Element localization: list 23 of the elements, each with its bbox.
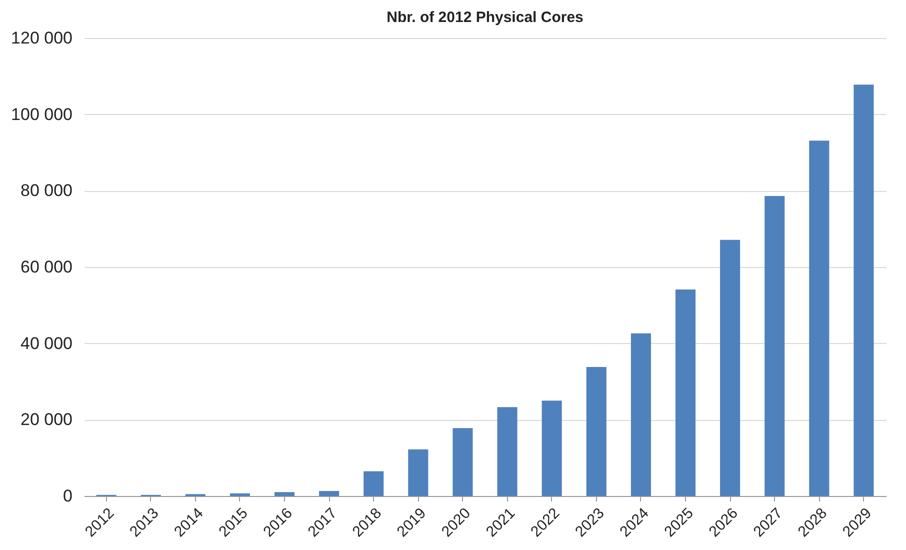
bar — [720, 240, 740, 496]
bar — [675, 290, 696, 496]
bar — [408, 449, 428, 496]
bar — [230, 493, 250, 496]
y-tick-label: 0 — [63, 486, 72, 506]
y-tick-label: 120 000 — [11, 28, 72, 48]
bar — [630, 333, 651, 496]
bar — [319, 491, 340, 496]
bar — [274, 492, 295, 496]
bar — [452, 428, 473, 496]
bar — [364, 471, 384, 496]
bar — [809, 140, 830, 496]
bar — [586, 366, 606, 496]
bar — [854, 84, 874, 496]
bar — [497, 407, 518, 496]
y-tick-label: 80 000 — [20, 181, 72, 200]
bar — [542, 400, 562, 496]
y-tick-label: 100 000 — [11, 104, 72, 124]
y-tick-label: 40 000 — [20, 334, 72, 353]
bar — [764, 196, 785, 496]
y-tick-label: 60 000 — [20, 258, 72, 276]
y-tick-label: 20 000 — [20, 410, 72, 430]
chart-title: Nbr. of 2012 Physical Cores — [386, 9, 584, 26]
